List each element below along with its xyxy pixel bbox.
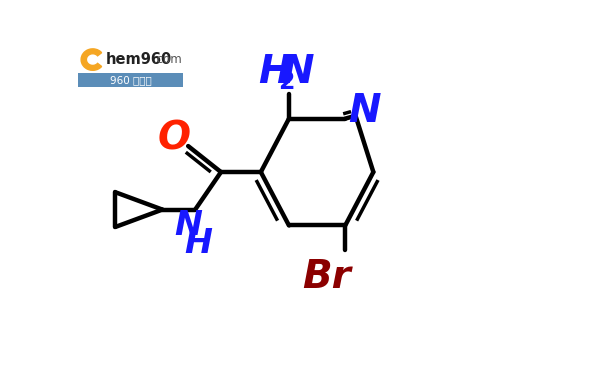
Text: 2: 2 <box>278 70 295 94</box>
Text: H: H <box>259 53 291 92</box>
Text: N: N <box>348 92 380 130</box>
Text: Br: Br <box>302 258 351 297</box>
Text: N: N <box>281 53 313 92</box>
Text: O: O <box>157 120 191 158</box>
Text: H: H <box>184 227 212 260</box>
Text: N: N <box>174 209 202 242</box>
